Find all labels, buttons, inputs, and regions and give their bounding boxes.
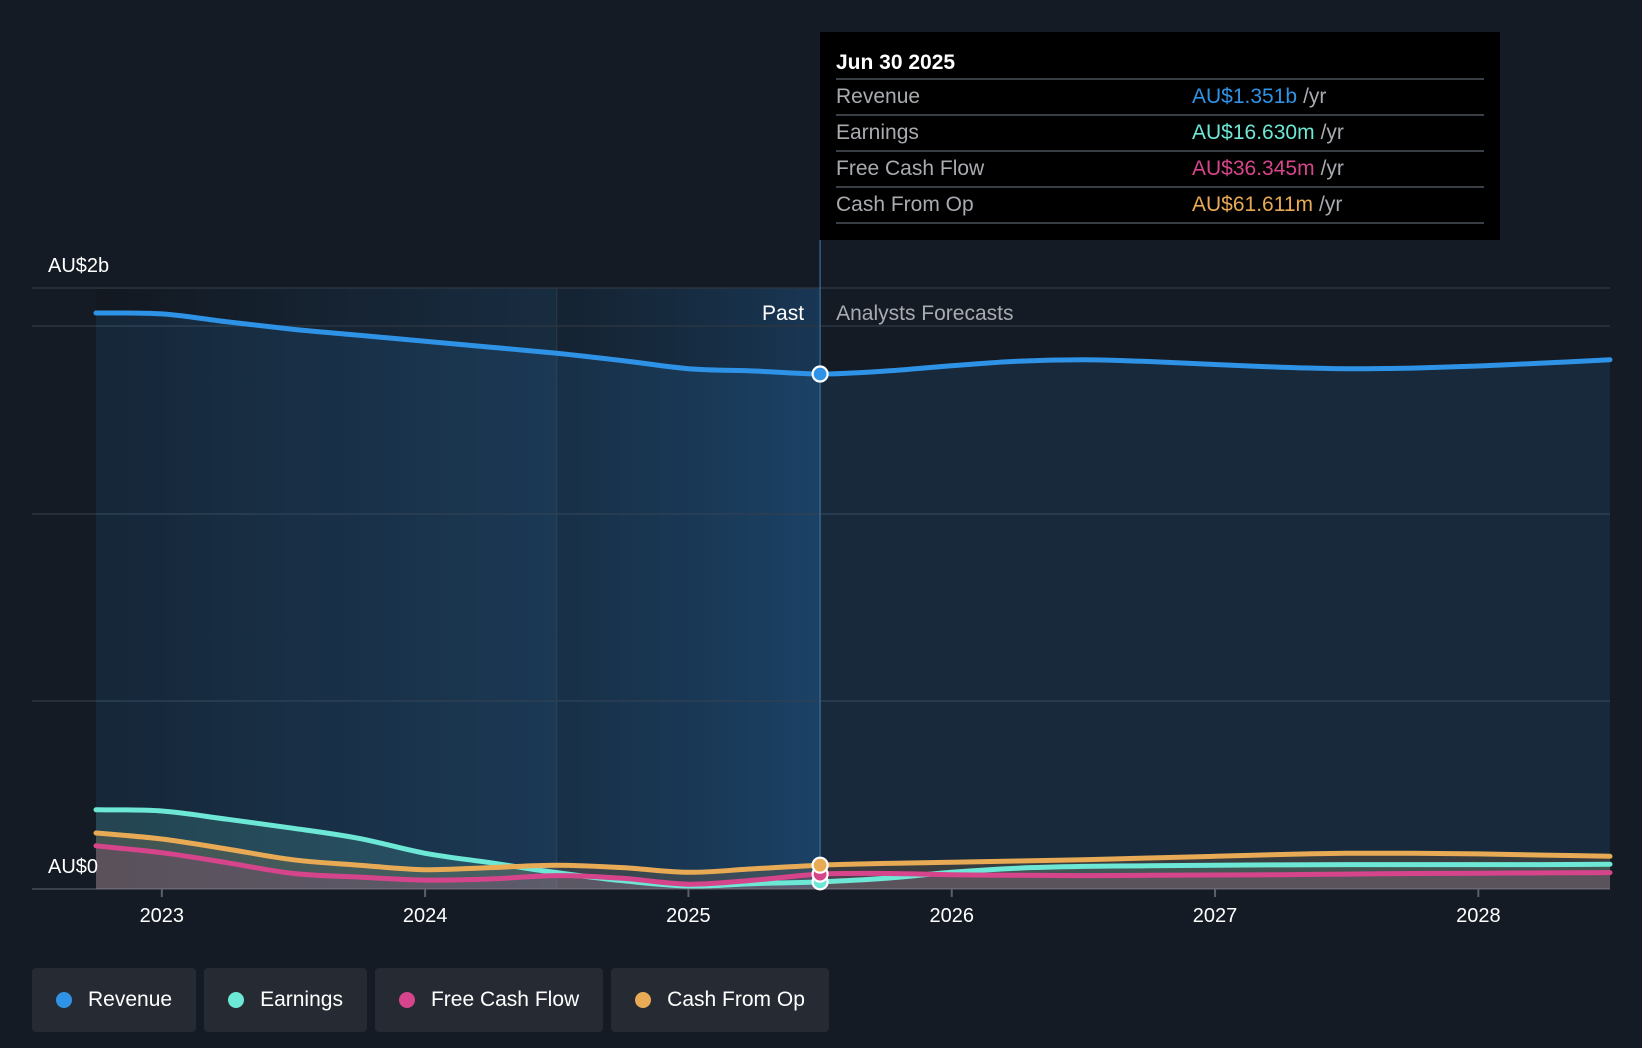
revenue-line <box>93 310 1613 377</box>
legend-label: Free Cash Flow <box>430 988 580 1011</box>
tooltip-date: Jun 30 2025 <box>836 48 1484 80</box>
legend-dot-icon <box>398 992 415 1008</box>
free-cash-flow-line <box>93 843 1613 887</box>
x-tick-label: 2028 <box>1456 905 1501 927</box>
past-region-highlight <box>556 288 821 889</box>
x-tick-label: 2027 <box>1193 905 1238 927</box>
legend-label: Revenue <box>88 988 173 1011</box>
legend-item-revenue[interactable]: Revenue <box>32 968 197 1032</box>
tooltip-series-name: Free Cash Flow <box>836 157 985 180</box>
tooltip-unit: /yr <box>1320 121 1344 144</box>
x-tick-label: 2026 <box>929 905 974 927</box>
legend-item-earnings[interactable]: Earnings <box>204 968 367 1032</box>
legend-label: Cash From Op <box>667 988 805 1011</box>
earnings-line <box>93 807 1613 889</box>
tooltip-value: AU$36.345m <box>1192 157 1315 180</box>
cash-from-op-marker <box>811 856 829 874</box>
cash-from-op-line <box>93 830 1613 875</box>
x-tick-label: 2025 <box>666 905 711 927</box>
tooltip-row-cash-from-op: Cash From Op AU$61.611m/yr <box>836 188 1484 224</box>
tooltip-unit: /yr <box>1319 193 1343 216</box>
x-tick-label: 2023 <box>140 905 185 927</box>
tooltip-series-name: Cash From Op <box>836 193 974 216</box>
tooltip-value: AU$61.611m <box>1192 193 1314 216</box>
forecast-label: Analysts Forecasts <box>836 302 1013 325</box>
tooltip-row-earnings: Earnings AU$16.630m/yr <box>836 116 1484 152</box>
legend-dot-icon <box>228 992 245 1008</box>
legend-item-free-cash-flow[interactable]: Free Cash Flow <box>374 968 604 1032</box>
legend-label: Earnings <box>260 988 343 1011</box>
tooltip-value: AU$1.351b <box>1192 85 1298 108</box>
tooltip-row-free-cash-flow: Free Cash Flow AU$36.345m/yr <box>836 152 1484 188</box>
revenue-area <box>96 312 1610 889</box>
legend-dot-icon <box>56 992 72 1008</box>
chart-legend: Revenue Earnings Free Cash Flow Cash Fro… <box>32 968 829 1032</box>
tooltip-unit: /yr <box>1303 85 1327 108</box>
x-tick-label: 2024 <box>403 905 448 927</box>
tooltip-row-revenue: Revenue AU$1.351b/yr <box>836 80 1484 116</box>
y-axis-label-zero: AU$0 <box>48 856 98 878</box>
tooltip-series-name: Earnings <box>836 121 919 144</box>
y-axis-label-top: AU$2b <box>48 255 109 277</box>
data-tooltip: Jun 30 2025 Revenue AU$1.351b/yr Earning… <box>820 32 1500 240</box>
revenue-marker <box>811 365 829 383</box>
legend-dot-icon <box>635 992 652 1008</box>
free-cash-flow-area <box>96 845 1610 889</box>
tooltip-series-name: Revenue <box>836 85 921 108</box>
legend-item-cash-from-op[interactable]: Cash From Op <box>611 968 829 1032</box>
tooltip-value: AU$16.630m <box>1192 121 1315 144</box>
past-region-shade <box>96 288 557 889</box>
past-label: Past <box>762 302 804 325</box>
tooltip-unit: /yr <box>1320 157 1344 180</box>
